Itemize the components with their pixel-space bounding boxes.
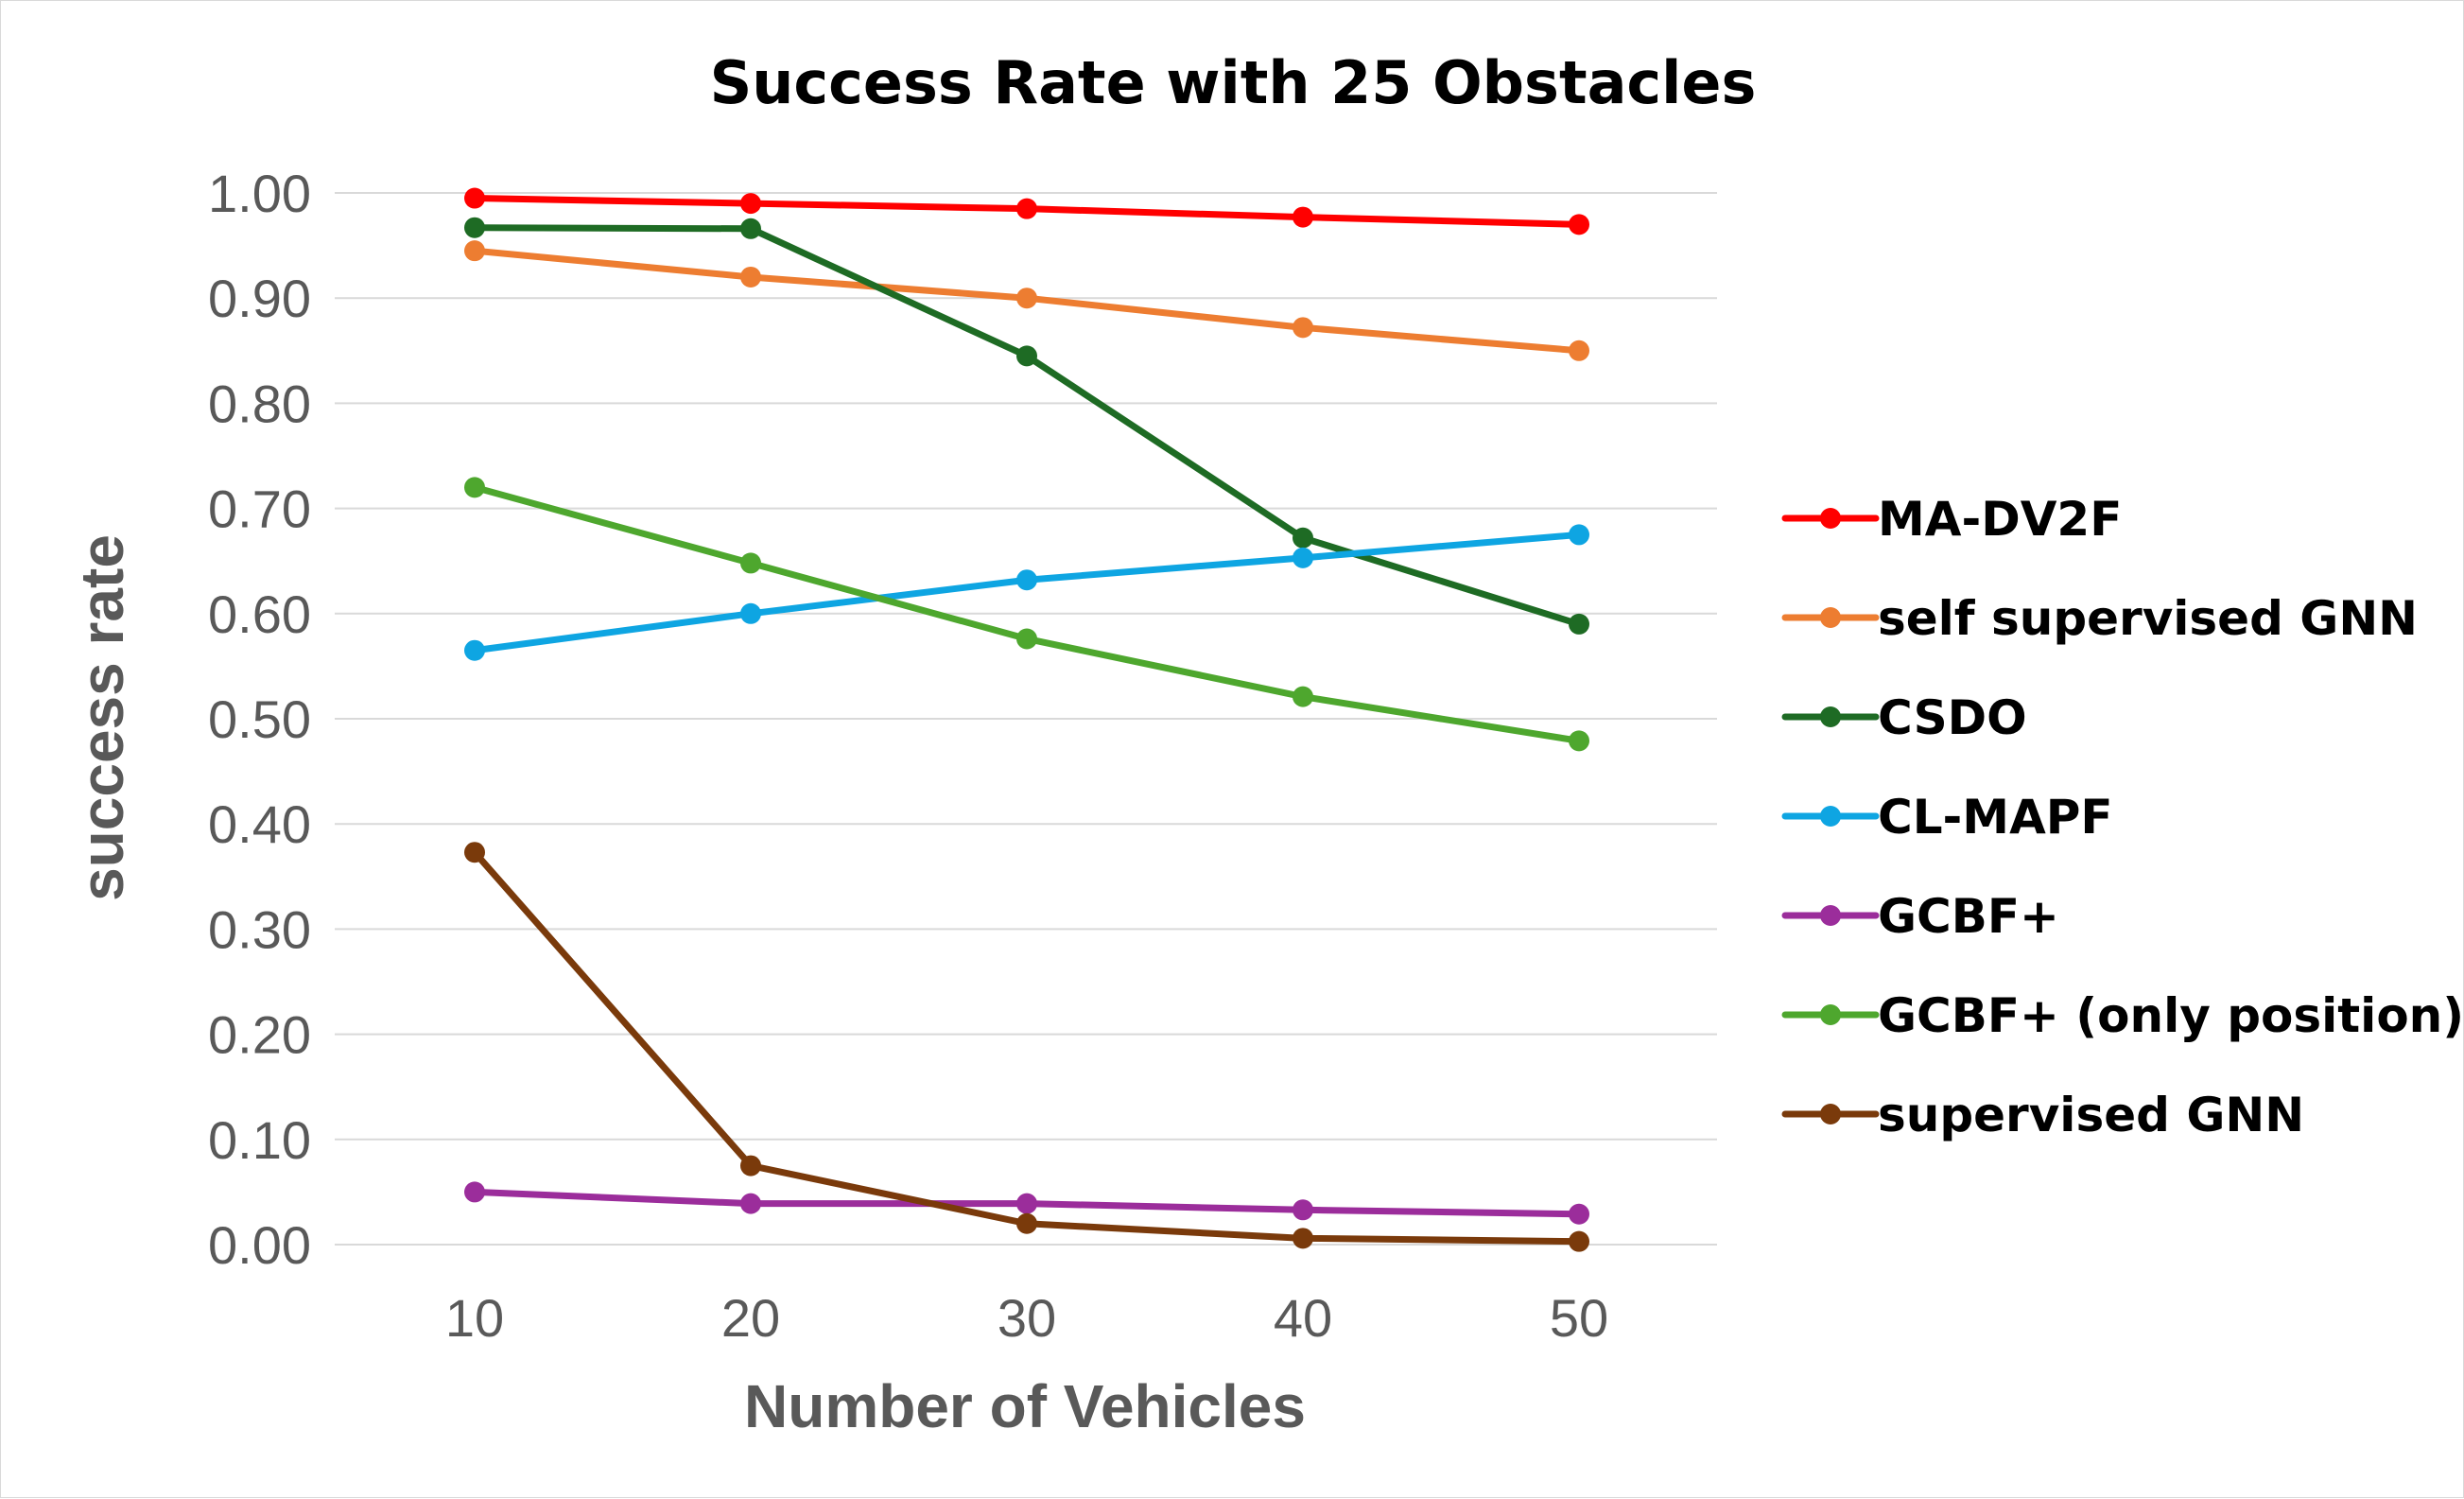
legend-item: GCBF+ (only position)	[1781, 988, 2464, 1043]
data-point	[1293, 527, 1313, 549]
x-tick-label: 10	[445, 1288, 504, 1348]
data-point	[1016, 198, 1037, 219]
data-point	[1293, 1199, 1313, 1221]
y-tick-label: 0.10	[208, 1110, 311, 1170]
data-point	[740, 193, 761, 215]
y-tick-labels: 0.00 0.10 0.20 0.30 0.40 0.50 0.60 0.70 0.80 0.90…	[208, 164, 311, 1275]
legend-swatch-marker	[1820, 806, 1841, 827]
legend-item: supervised GNN	[1781, 1088, 2304, 1142]
data-point	[1569, 214, 1589, 235]
data-point	[740, 218, 761, 239]
gridlines	[335, 192, 1717, 1246]
data-point	[464, 187, 485, 209]
series-csdo	[464, 217, 1589, 635]
y-tick-label: 0.90	[208, 269, 311, 328]
y-tick-label: 0.30	[208, 899, 311, 959]
data-point	[1293, 206, 1313, 228]
legend-item: CL-MAPF	[1781, 790, 2113, 845]
data-point	[1569, 1230, 1589, 1252]
legend-label: MA-DV2F	[1878, 492, 2122, 547]
legend-item: CSDO	[1781, 690, 2027, 745]
data-point	[464, 477, 485, 498]
series-supervised-gnn	[464, 842, 1589, 1252]
series-ma-dv2f	[464, 187, 1589, 235]
data-point	[740, 602, 761, 624]
legend-swatch-marker	[1820, 508, 1841, 529]
y-tick-label: 1.00	[208, 164, 311, 223]
legend-label: GCBF+ (only position)	[1878, 988, 2464, 1043]
series-cl-mapf	[464, 524, 1589, 661]
x-tick-label: 50	[1550, 1288, 1608, 1348]
data-point	[1016, 569, 1037, 591]
data-point	[1016, 628, 1037, 650]
legend-item: GCBF+	[1781, 889, 2059, 944]
y-tick-label: 0.20	[208, 1005, 311, 1065]
series-gcbf-only-position	[464, 477, 1589, 752]
series-self-supervised-gnn	[464, 240, 1589, 361]
data-point	[1016, 1212, 1037, 1234]
data-point	[740, 552, 761, 574]
data-point	[1569, 340, 1589, 361]
x-tick-label: 40	[1274, 1288, 1332, 1348]
x-axis-label: Number of Vehicles	[744, 1372, 1306, 1440]
data-point	[1293, 1228, 1313, 1249]
x-tick-label: 20	[721, 1288, 780, 1348]
data-point	[464, 639, 485, 661]
data-point	[740, 1193, 761, 1214]
data-point	[464, 1181, 485, 1203]
data-point	[740, 1155, 761, 1177]
data-point	[464, 217, 485, 238]
data-point	[1569, 524, 1589, 546]
data-point	[1293, 317, 1313, 339]
data-point	[1569, 730, 1589, 752]
legend-label: CSDO	[1878, 690, 2027, 745]
y-tick-label: 0.60	[208, 584, 311, 644]
x-tick-labels: 10 20 30 40 50	[445, 1288, 1608, 1348]
data-point	[1016, 345, 1037, 367]
legend-swatch-marker	[1820, 706, 1841, 727]
series-lines	[464, 187, 1589, 1252]
y-tick-label: 0.50	[208, 689, 311, 749]
legend: MA-DV2F self supervised GNN CSDO CL-MAPF GCB…	[1781, 492, 2464, 1142]
series-line	[471, 848, 1583, 1246]
data-point	[464, 240, 485, 262]
data-point	[740, 266, 761, 288]
chart-title: Success Rate with 25 Obstacles	[710, 48, 1757, 117]
legend-swatch-marker	[1820, 1104, 1841, 1124]
legend-swatch-marker	[1820, 607, 1841, 628]
data-point	[1569, 613, 1589, 635]
data-point	[1293, 686, 1313, 707]
series-line	[471, 224, 1583, 628]
legend-label: CL-MAPF	[1878, 790, 2113, 845]
y-tick-label: 0.00	[208, 1215, 311, 1275]
y-axis-label: success rate	[68, 534, 136, 901]
x-tick-label: 30	[998, 1288, 1056, 1348]
legend-item: self supervised GNN	[1781, 591, 2418, 646]
legend-item: MA-DV2F	[1781, 492, 2122, 547]
legend-swatch-marker	[1820, 905, 1841, 926]
legend-label: GCBF+	[1878, 889, 2059, 944]
legend-swatch-marker	[1820, 1004, 1841, 1025]
data-point	[1293, 547, 1313, 568]
y-tick-label: 0.70	[208, 479, 311, 539]
legend-label: supervised GNN	[1878, 1088, 2304, 1142]
y-tick-label: 0.80	[208, 374, 311, 433]
data-point	[464, 842, 485, 863]
data-point	[1016, 288, 1037, 309]
data-point	[1016, 1193, 1037, 1214]
data-point	[1569, 1203, 1589, 1225]
legend-label: self supervised GNN	[1878, 591, 2418, 646]
y-tick-label: 0.40	[208, 794, 311, 854]
series-gcbf	[464, 1181, 1589, 1225]
